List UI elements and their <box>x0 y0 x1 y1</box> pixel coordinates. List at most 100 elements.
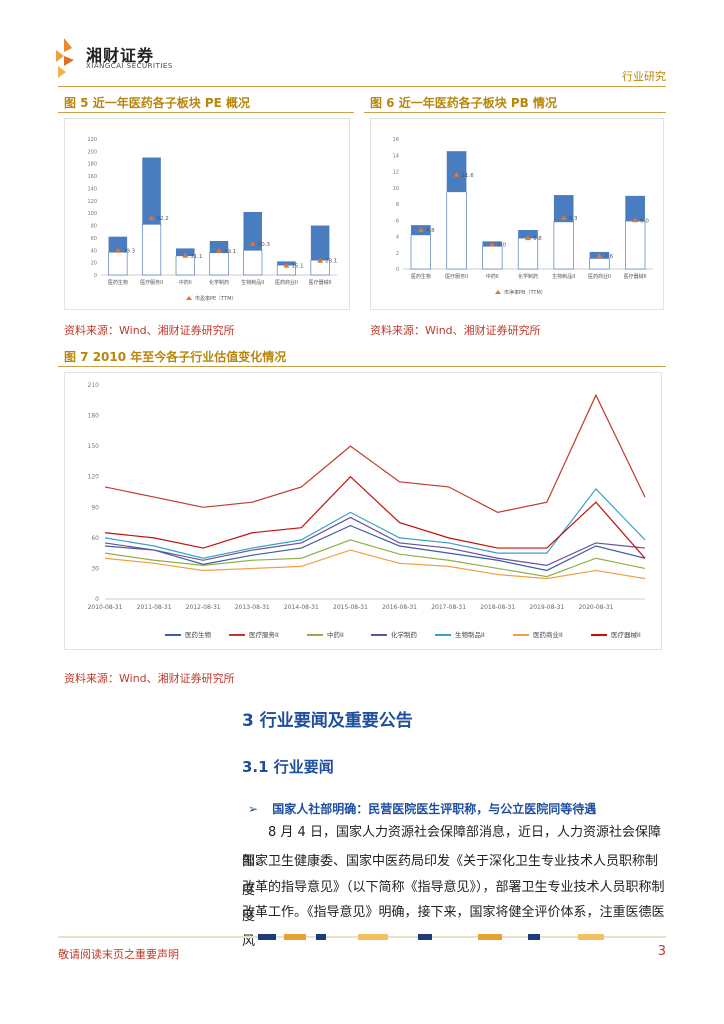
y-tick-label: 16 <box>393 137 399 143</box>
series-line <box>104 393 646 514</box>
data-label: 39.1 <box>224 249 236 255</box>
current-value-marker <box>525 235 531 241</box>
figure7-title: 图 7 2010 年至今各子行业估值变化情况 <box>64 350 287 364</box>
y-tick-label: 120 <box>88 474 100 481</box>
bar-low <box>517 237 539 270</box>
current-value-marker <box>249 240 256 246</box>
y-tick-label: 0 <box>95 596 99 603</box>
current-value-marker <box>114 247 121 253</box>
data-label: 50.3 <box>258 242 271 248</box>
subsection-heading: 3.1 行业要闻 <box>242 758 334 776</box>
data-label: 4.8 <box>426 228 435 234</box>
y-tick-label: 20 <box>91 261 97 267</box>
current-value-marker <box>182 252 189 258</box>
data-label: 31.1 <box>190 254 202 260</box>
y-tick-label: 14 <box>393 153 399 159</box>
y-tick-label: 150 <box>88 443 100 450</box>
category-label: 中药II <box>179 279 192 286</box>
figure5-title: 图 5 近一年医药各子板块 PE 概况 <box>64 96 251 110</box>
category-label: 医疗器械II <box>309 279 332 286</box>
y-tick-label: 220 <box>87 137 97 143</box>
data-label: 92.2 <box>157 216 169 222</box>
y-tick-label: 40 <box>91 248 97 254</box>
figure5-chart: 0 20 40 60 80 100 120 140 160 180 200 220 39.3 医药生物 92… <box>87 137 337 302</box>
legend-marker <box>186 296 192 300</box>
x-tick-label: 2011-08-31 <box>137 604 172 611</box>
y-tick-label: 12 <box>393 170 399 176</box>
legend-label: 医疗器械II <box>611 630 641 639</box>
category-label: 医药商业II <box>588 273 611 280</box>
category-label: 医疗服务II <box>445 273 468 280</box>
legend-label: 市净率PB（TTM） <box>504 289 546 296</box>
y-tick-label: 60 <box>91 535 99 542</box>
bar-range <box>446 151 467 192</box>
legend-label: 医药商业II <box>533 630 563 639</box>
figure7-source: 资料来源：Wind、湘财证券研究所 <box>64 672 235 685</box>
bar-low <box>446 191 467 270</box>
legend-label: 医疗服务II <box>249 630 279 639</box>
series-line <box>104 549 646 580</box>
figure7-chart: 0 30 60 90 120 150 180 210 2010-08-31 2011-08-31 2… <box>88 382 646 639</box>
figure6-chart-box: 0 2 4 6 8 10 12 14 16 4.8 医药生物 11.6 医疗服务II 3.0 中药II 3.8… <box>370 118 664 310</box>
figure7-rule <box>58 366 666 367</box>
news-headline: ➢ 国家人社部明确：民营医院医生评职称，与公立医院同等待遇 <box>248 800 596 817</box>
y-tick-label: 10 <box>393 186 399 192</box>
x-tick-label: 2018-08-31 <box>480 604 515 611</box>
logo-text: 湘财证券 <box>86 46 155 65</box>
category-label: 医药生物 <box>108 279 128 286</box>
figure5-source: 资料来源：Wind、湘财证券研究所 <box>64 324 235 337</box>
y-tick-label: 200 <box>87 149 97 155</box>
category-label: 医疗服务II <box>140 279 163 286</box>
figure7-chart-box: 0 30 60 90 120 150 180 210 2010-08-31 2011-08-31 2… <box>64 372 662 650</box>
paragraph-line: 8 月 4 日，国家人力资源社会保障部消息，近日，人力资源社会保障部、 <box>242 825 661 869</box>
series-line <box>104 539 646 578</box>
y-tick-label: 80 <box>91 224 97 230</box>
category-label: 生物制品II <box>241 279 264 286</box>
category-label: 医药商业II <box>275 279 298 286</box>
x-tick-label: 2016-08-31 <box>382 604 417 611</box>
header-divider <box>58 86 666 87</box>
y-tick-label: 8 <box>396 202 399 208</box>
y-tick-label: 100 <box>87 211 97 217</box>
bar-low <box>553 221 574 270</box>
section-heading: 3 行业要闻及重要公告 <box>242 711 413 731</box>
bar-low <box>209 252 229 276</box>
bullet-arrow-icon: ➢ <box>248 802 259 816</box>
x-tick-label: 2017-08-31 <box>431 604 466 611</box>
legend-label: 化学制药 <box>391 630 418 639</box>
series-line <box>104 475 646 559</box>
current-value-marker <box>216 247 222 253</box>
category-label: 中药II <box>486 273 499 280</box>
x-tick-label: 2012-08-31 <box>186 604 221 611</box>
y-tick-label: 0 <box>396 267 399 273</box>
data-label: 3.0 <box>497 243 506 249</box>
footer-disclaimer: 敬请阅读末页之重要声明 <box>58 948 179 961</box>
current-value-marker <box>596 253 603 258</box>
bar-range <box>142 157 161 225</box>
page-number: 3 <box>657 944 666 959</box>
current-value-marker <box>283 262 290 268</box>
figure6-rule <box>364 112 666 113</box>
series-line <box>104 524 646 572</box>
y-tick-label: 210 <box>88 382 100 389</box>
series-line <box>104 488 646 559</box>
y-tick-label: 160 <box>87 174 97 180</box>
current-value-marker <box>148 215 155 221</box>
y-tick-label: 180 <box>87 162 97 168</box>
paragraph-line: 改革的指导意见》（以下简称《指导意见》），部署卫生专业技术人员职称制度 <box>242 880 665 924</box>
x-tick-label: 2014-08-31 <box>284 604 319 611</box>
current-value-marker <box>453 171 460 177</box>
logo-icon <box>56 38 74 78</box>
logo-subtext: XIANGCAI SECURITIES <box>86 62 173 70</box>
legend-label: 医药生物 <box>185 630 212 639</box>
y-tick-label: 6 <box>396 218 399 224</box>
series-line <box>104 516 646 566</box>
legend-label: 市盈率PE（TTM） <box>195 295 237 302</box>
figure6-source: 资料来源：Wind、湘财证券研究所 <box>370 324 541 337</box>
legend-label: 中药II <box>327 630 344 639</box>
y-tick-label: 30 <box>91 565 99 572</box>
x-tick-label: 2019-08-31 <box>529 604 564 611</box>
legend-label: 生物制品II <box>455 630 485 639</box>
y-tick-label: 140 <box>87 186 97 192</box>
current-value-marker <box>317 257 324 263</box>
